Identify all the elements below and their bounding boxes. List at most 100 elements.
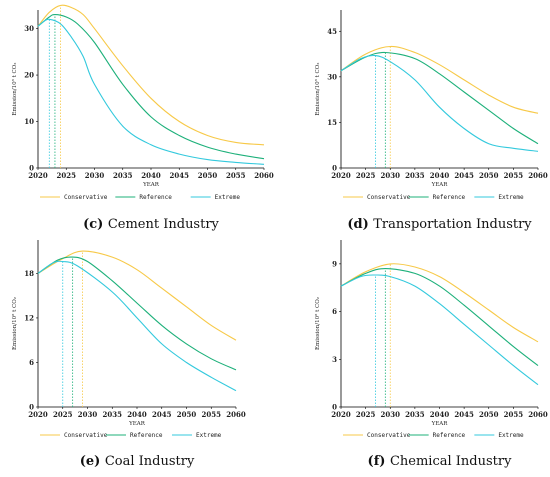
legend-label-conservative: Conservative bbox=[367, 194, 411, 201]
x-tick-label: 2035 bbox=[405, 410, 425, 419]
series-line-reference bbox=[37, 256, 237, 371]
y-tick-label: 15 bbox=[327, 118, 337, 127]
x-tick-label: 2055 bbox=[504, 171, 524, 180]
y-tick-label: 0 bbox=[29, 403, 34, 412]
x-tick-label: 2020 bbox=[331, 410, 351, 419]
x-tick-label: 2060 bbox=[528, 171, 548, 180]
x-tick-label: 2025 bbox=[356, 410, 376, 419]
x-axis-label: YEAR bbox=[431, 182, 449, 188]
caption-letter: (e) bbox=[80, 454, 105, 469]
x-tick-label: 2025 bbox=[356, 171, 376, 180]
x-tick-label: 2060 bbox=[528, 410, 548, 419]
y-tick-label: 0 bbox=[29, 164, 34, 173]
x-tick-label: 2050 bbox=[177, 410, 197, 419]
x-tick-label: 2030 bbox=[78, 410, 98, 419]
caption-title: Chemical Industry bbox=[390, 454, 512, 469]
chart-panel-e: 0 6 12 18 2020 2025 2030 2035 2040 2045 2050 2055 20… bbox=[11, 240, 246, 469]
panel-caption: (d) Transportation Industry bbox=[347, 217, 532, 232]
caption-title: Cement Industry bbox=[108, 217, 220, 232]
y-tick-label: 30 bbox=[327, 72, 337, 81]
x-tick-label: 2050 bbox=[198, 171, 218, 180]
x-axis-label: YEAR bbox=[128, 421, 146, 427]
panel-caption: (c) Cement Industry bbox=[83, 217, 219, 232]
y-axis-label: Emission/10⁸ t CO₂ bbox=[314, 297, 321, 350]
x-tick-label: 2025 bbox=[57, 171, 77, 180]
x-axis-label: YEAR bbox=[142, 182, 160, 188]
x-tick-label: 2035 bbox=[405, 171, 425, 180]
legend-label-extreme: Extreme bbox=[196, 432, 222, 439]
series-line-extreme bbox=[37, 260, 237, 392]
panel-caption: (e) Coal Industry bbox=[80, 454, 195, 469]
x-axis-label: YEAR bbox=[431, 421, 449, 427]
chart-panel-d: 0 15 30 45 2020 2025 2030 2035 2040 2045 2050 2055 2… bbox=[314, 10, 548, 232]
x-tick-label: 2045 bbox=[454, 171, 474, 180]
series-line-extreme bbox=[340, 54, 539, 152]
x-tick-label: 2050 bbox=[479, 171, 499, 180]
series-line-conservative bbox=[37, 4, 265, 146]
x-tick-label: 2040 bbox=[127, 410, 147, 419]
caption-title: Coal Industry bbox=[105, 454, 195, 469]
x-tick-label: 2020 bbox=[331, 171, 351, 180]
caption-letter: (c) bbox=[83, 217, 108, 232]
y-tick-label: 0 bbox=[332, 164, 337, 173]
y-tick-label: 20 bbox=[24, 71, 34, 80]
y-tick-label: 10 bbox=[24, 117, 34, 126]
x-tick-label: 2025 bbox=[53, 410, 73, 419]
legend-label-reference: Reference bbox=[433, 194, 466, 201]
x-tick-label: 2030 bbox=[85, 171, 105, 180]
y-tick-label: 45 bbox=[327, 27, 337, 36]
legend-label-conservative: Conservative bbox=[64, 432, 108, 439]
series-line-extreme bbox=[340, 274, 539, 386]
series-line-reference bbox=[340, 268, 539, 367]
x-tick-label: 2045 bbox=[152, 410, 172, 419]
series-line-conservative bbox=[340, 45, 539, 114]
caption-letter: (d) bbox=[347, 217, 373, 232]
x-tick-label: 2035 bbox=[103, 410, 123, 419]
y-tick-label: 0 bbox=[332, 403, 337, 412]
series-line-reference bbox=[340, 51, 539, 145]
legend-label-conservative: Conservative bbox=[367, 432, 411, 439]
legend-label-reference: Reference bbox=[139, 194, 172, 201]
caption-letter: (f) bbox=[368, 454, 390, 469]
x-tick-label: 2055 bbox=[226, 171, 246, 180]
series-line-extreme bbox=[37, 18, 265, 165]
y-axis-label: Emission/10⁸ t CO₂ bbox=[314, 63, 321, 116]
legend-label-extreme: Extreme bbox=[215, 194, 241, 201]
x-tick-label: 2060 bbox=[226, 410, 246, 419]
series-line-conservative bbox=[340, 263, 539, 343]
legend-label-reference: Reference bbox=[433, 432, 466, 439]
x-tick-label: 2020 bbox=[28, 410, 48, 419]
x-tick-label: 2030 bbox=[381, 410, 401, 419]
x-tick-label: 2050 bbox=[479, 410, 499, 419]
x-tick-label: 2040 bbox=[141, 171, 161, 180]
x-tick-label: 2055 bbox=[202, 410, 222, 419]
x-tick-label: 2030 bbox=[381, 171, 401, 180]
x-tick-label: 2040 bbox=[430, 171, 450, 180]
caption-title: Transportation Industry bbox=[373, 217, 532, 232]
y-tick-label: 6 bbox=[332, 307, 337, 316]
x-tick-label: 2060 bbox=[254, 171, 274, 180]
legend-label-conservative: Conservative bbox=[64, 194, 108, 201]
chart-panel-f: 0 3 6 9 2020 2025 2030 2035 2040 2045 2050 2055 2060… bbox=[314, 240, 548, 469]
y-axis-label: Emission/10⁸ t CO₂ bbox=[11, 297, 18, 350]
y-tick-label: 9 bbox=[332, 259, 337, 268]
y-tick-label: 6 bbox=[29, 358, 34, 367]
y-axis-label: Emission/10⁸ t CO₂ bbox=[11, 63, 18, 116]
x-tick-label: 2020 bbox=[28, 171, 48, 180]
panel-caption: (f) Chemical Industry bbox=[368, 454, 513, 469]
x-tick-label: 2040 bbox=[430, 410, 450, 419]
x-tick-label: 2055 bbox=[504, 410, 524, 419]
series-line-reference bbox=[37, 14, 265, 160]
y-tick-label: 18 bbox=[24, 269, 34, 278]
y-tick-label: 12 bbox=[24, 313, 34, 322]
legend-label-reference: Reference bbox=[130, 432, 163, 439]
x-tick-label: 2045 bbox=[454, 410, 474, 419]
series-line-conservative bbox=[37, 250, 237, 341]
y-tick-label: 30 bbox=[24, 24, 34, 33]
y-tick-label: 3 bbox=[332, 355, 337, 364]
x-tick-label: 2035 bbox=[113, 171, 133, 180]
legend-label-extreme: Extreme bbox=[498, 432, 524, 439]
x-tick-label: 2045 bbox=[170, 171, 190, 180]
